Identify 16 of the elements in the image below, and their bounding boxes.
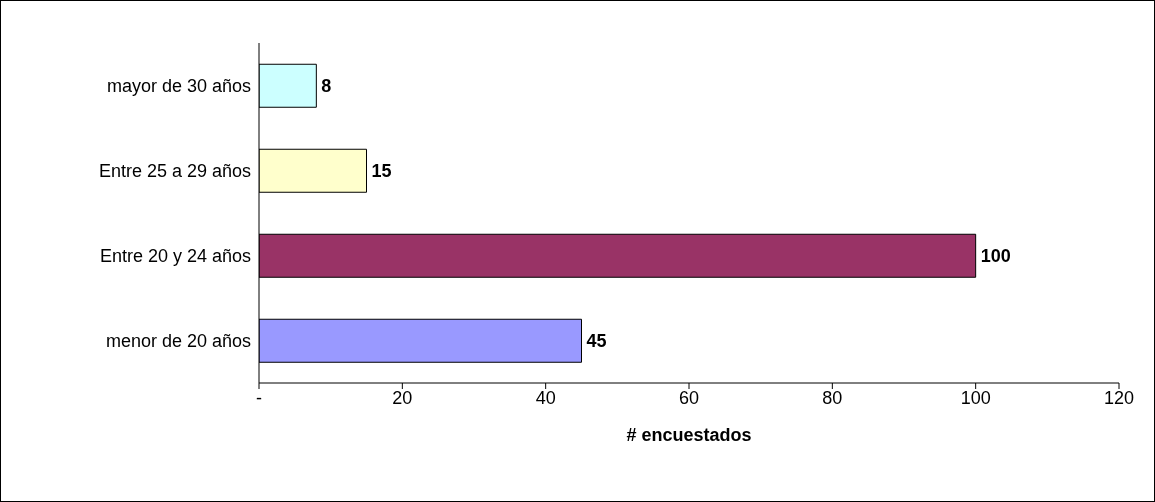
y-tick-label: mayor de 30 años <box>106 75 251 96</box>
x-axis-title: # encuestados <box>626 425 752 445</box>
y-tick-label: Entre 25 a 29 años <box>98 160 251 181</box>
y-tick-label: Entre 20 y 24 años <box>99 245 251 266</box>
x-tick-label: 120 <box>1103 387 1135 408</box>
data-label: 8 <box>321 76 332 97</box>
x-tick-label: 100 <box>960 387 991 408</box>
x-tick-label: - <box>256 387 262 408</box>
x-tick-label: 80 <box>822 387 843 408</box>
data-label: 45 <box>586 331 607 352</box>
data-label: 15 <box>371 161 392 182</box>
x-tick-label: 60 <box>678 387 700 408</box>
y-tick-label: menor de 20 años <box>105 330 251 351</box>
x-tick-label: 20 <box>392 387 413 408</box>
x-tick-label: 40 <box>535 387 556 408</box>
data-label: 100 <box>980 246 1011 267</box>
